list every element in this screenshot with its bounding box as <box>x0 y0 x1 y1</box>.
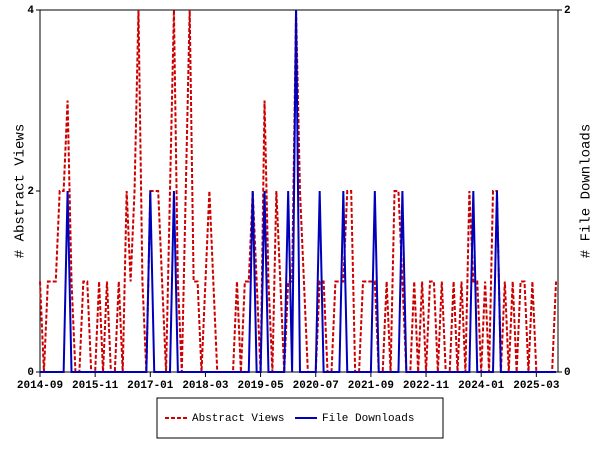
x-tick-label: 2014-09 <box>17 380 63 392</box>
y-tick-label: 4 <box>27 5 34 17</box>
y-tick-label: 2 <box>27 186 34 198</box>
x-tick-label: 2025-03 <box>513 380 560 392</box>
y-axis-label: # Abstract Views <box>13 124 29 258</box>
x-tick-label: 2018-03 <box>182 380 229 392</box>
y2-tick-label: 2 <box>564 5 571 17</box>
data-line <box>40 9 557 373</box>
x-tick-label: 2024-01 <box>458 380 505 392</box>
legend-label: Abstract Views <box>192 413 284 425</box>
y2-axis-label: # File Downloads <box>579 124 595 258</box>
data-line <box>39 9 558 373</box>
y2-tick-label: 0 <box>564 367 571 379</box>
x-tick-label: 2021-09 <box>348 380 394 392</box>
x-tick-label: 2019-05 <box>237 380 284 392</box>
legend-label: File Downloads <box>322 413 414 425</box>
x-tick-label: 2020-07 <box>293 380 339 392</box>
y-tick-label: 0 <box>27 367 34 379</box>
x-tick-label: 2017-01 <box>127 380 174 392</box>
x-tick-label: 2015-11 <box>72 380 119 392</box>
x-tick-label: 2022-11 <box>403 380 450 392</box>
